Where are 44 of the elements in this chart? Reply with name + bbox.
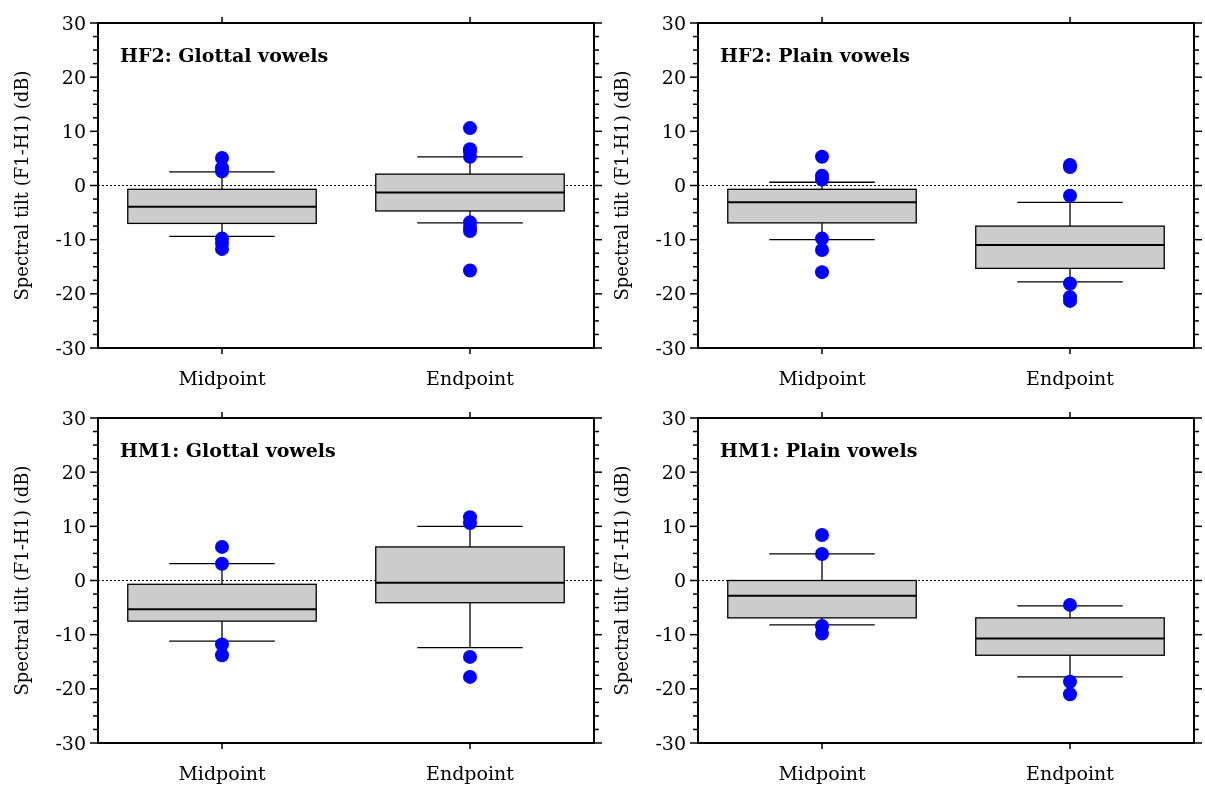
y-tick-label: 30: [661, 11, 686, 34]
y-axis-title: Spectral tilt (F1-H1) (dB): [611, 70, 632, 301]
y-tick-label: 10: [61, 119, 86, 142]
y-tick-label: 20: [61, 65, 86, 88]
x-tick-label: Midpoint: [178, 762, 266, 784]
y-axis-title: Spectral tilt (F1-H1) (dB): [11, 465, 32, 696]
y-tick-label: -30: [55, 731, 86, 754]
text: HM1: Glottal vowels: [120, 439, 336, 461]
x-tick-label: Midpoint: [778, 367, 866, 389]
x-tick-label: Endpoint: [426, 367, 515, 389]
y-tick-label: 20: [61, 460, 86, 483]
x-tick-label: Midpoint: [778, 762, 866, 784]
x-tick-label: Endpoint: [1026, 762, 1115, 784]
y-tick-label: -10: [655, 228, 686, 251]
y-tick-label: 30: [61, 11, 86, 34]
y-tick-label: 20: [661, 65, 686, 88]
y-tick-label: 0: [673, 569, 686, 592]
x-tick-label: Endpoint: [1026, 367, 1115, 389]
y-tick-label: 30: [61, 406, 86, 429]
y-tick-label: 30: [661, 406, 686, 429]
y-tick-label: -30: [655, 731, 686, 754]
y-tick-label: -20: [55, 282, 86, 305]
y-tick-label: -30: [655, 336, 686, 359]
y-tick-label: -20: [655, 677, 686, 700]
y-tick-label: 0: [73, 174, 86, 197]
y-tick-label: 10: [661, 119, 686, 142]
y-tick-label: 10: [61, 514, 86, 537]
y-tick-label: 0: [73, 569, 86, 592]
text: HM1: Plain vowels: [720, 439, 918, 461]
y-tick-label: -30: [55, 336, 86, 359]
y-tick-label: -10: [55, 228, 86, 251]
y-tick-label: 10: [661, 514, 686, 537]
text: HF2: Plain vowels: [720, 44, 910, 66]
x-tick-label: Midpoint: [178, 367, 266, 389]
y-axis-title: Spectral tilt (F1-H1) (dB): [611, 465, 632, 696]
x-tick-label: Endpoint: [426, 762, 515, 784]
y-tick-label: 0: [673, 174, 686, 197]
y-tick-label: -20: [55, 677, 86, 700]
y-axis-title: Spectral tilt (F1-H1) (dB): [11, 70, 32, 301]
y-tick-label: -20: [655, 282, 686, 305]
text: HF2: Glottal vowels: [120, 44, 329, 66]
y-tick-label: -10: [55, 623, 86, 646]
y-tick-label: -10: [655, 623, 686, 646]
y-tick-label: 20: [661, 460, 686, 483]
